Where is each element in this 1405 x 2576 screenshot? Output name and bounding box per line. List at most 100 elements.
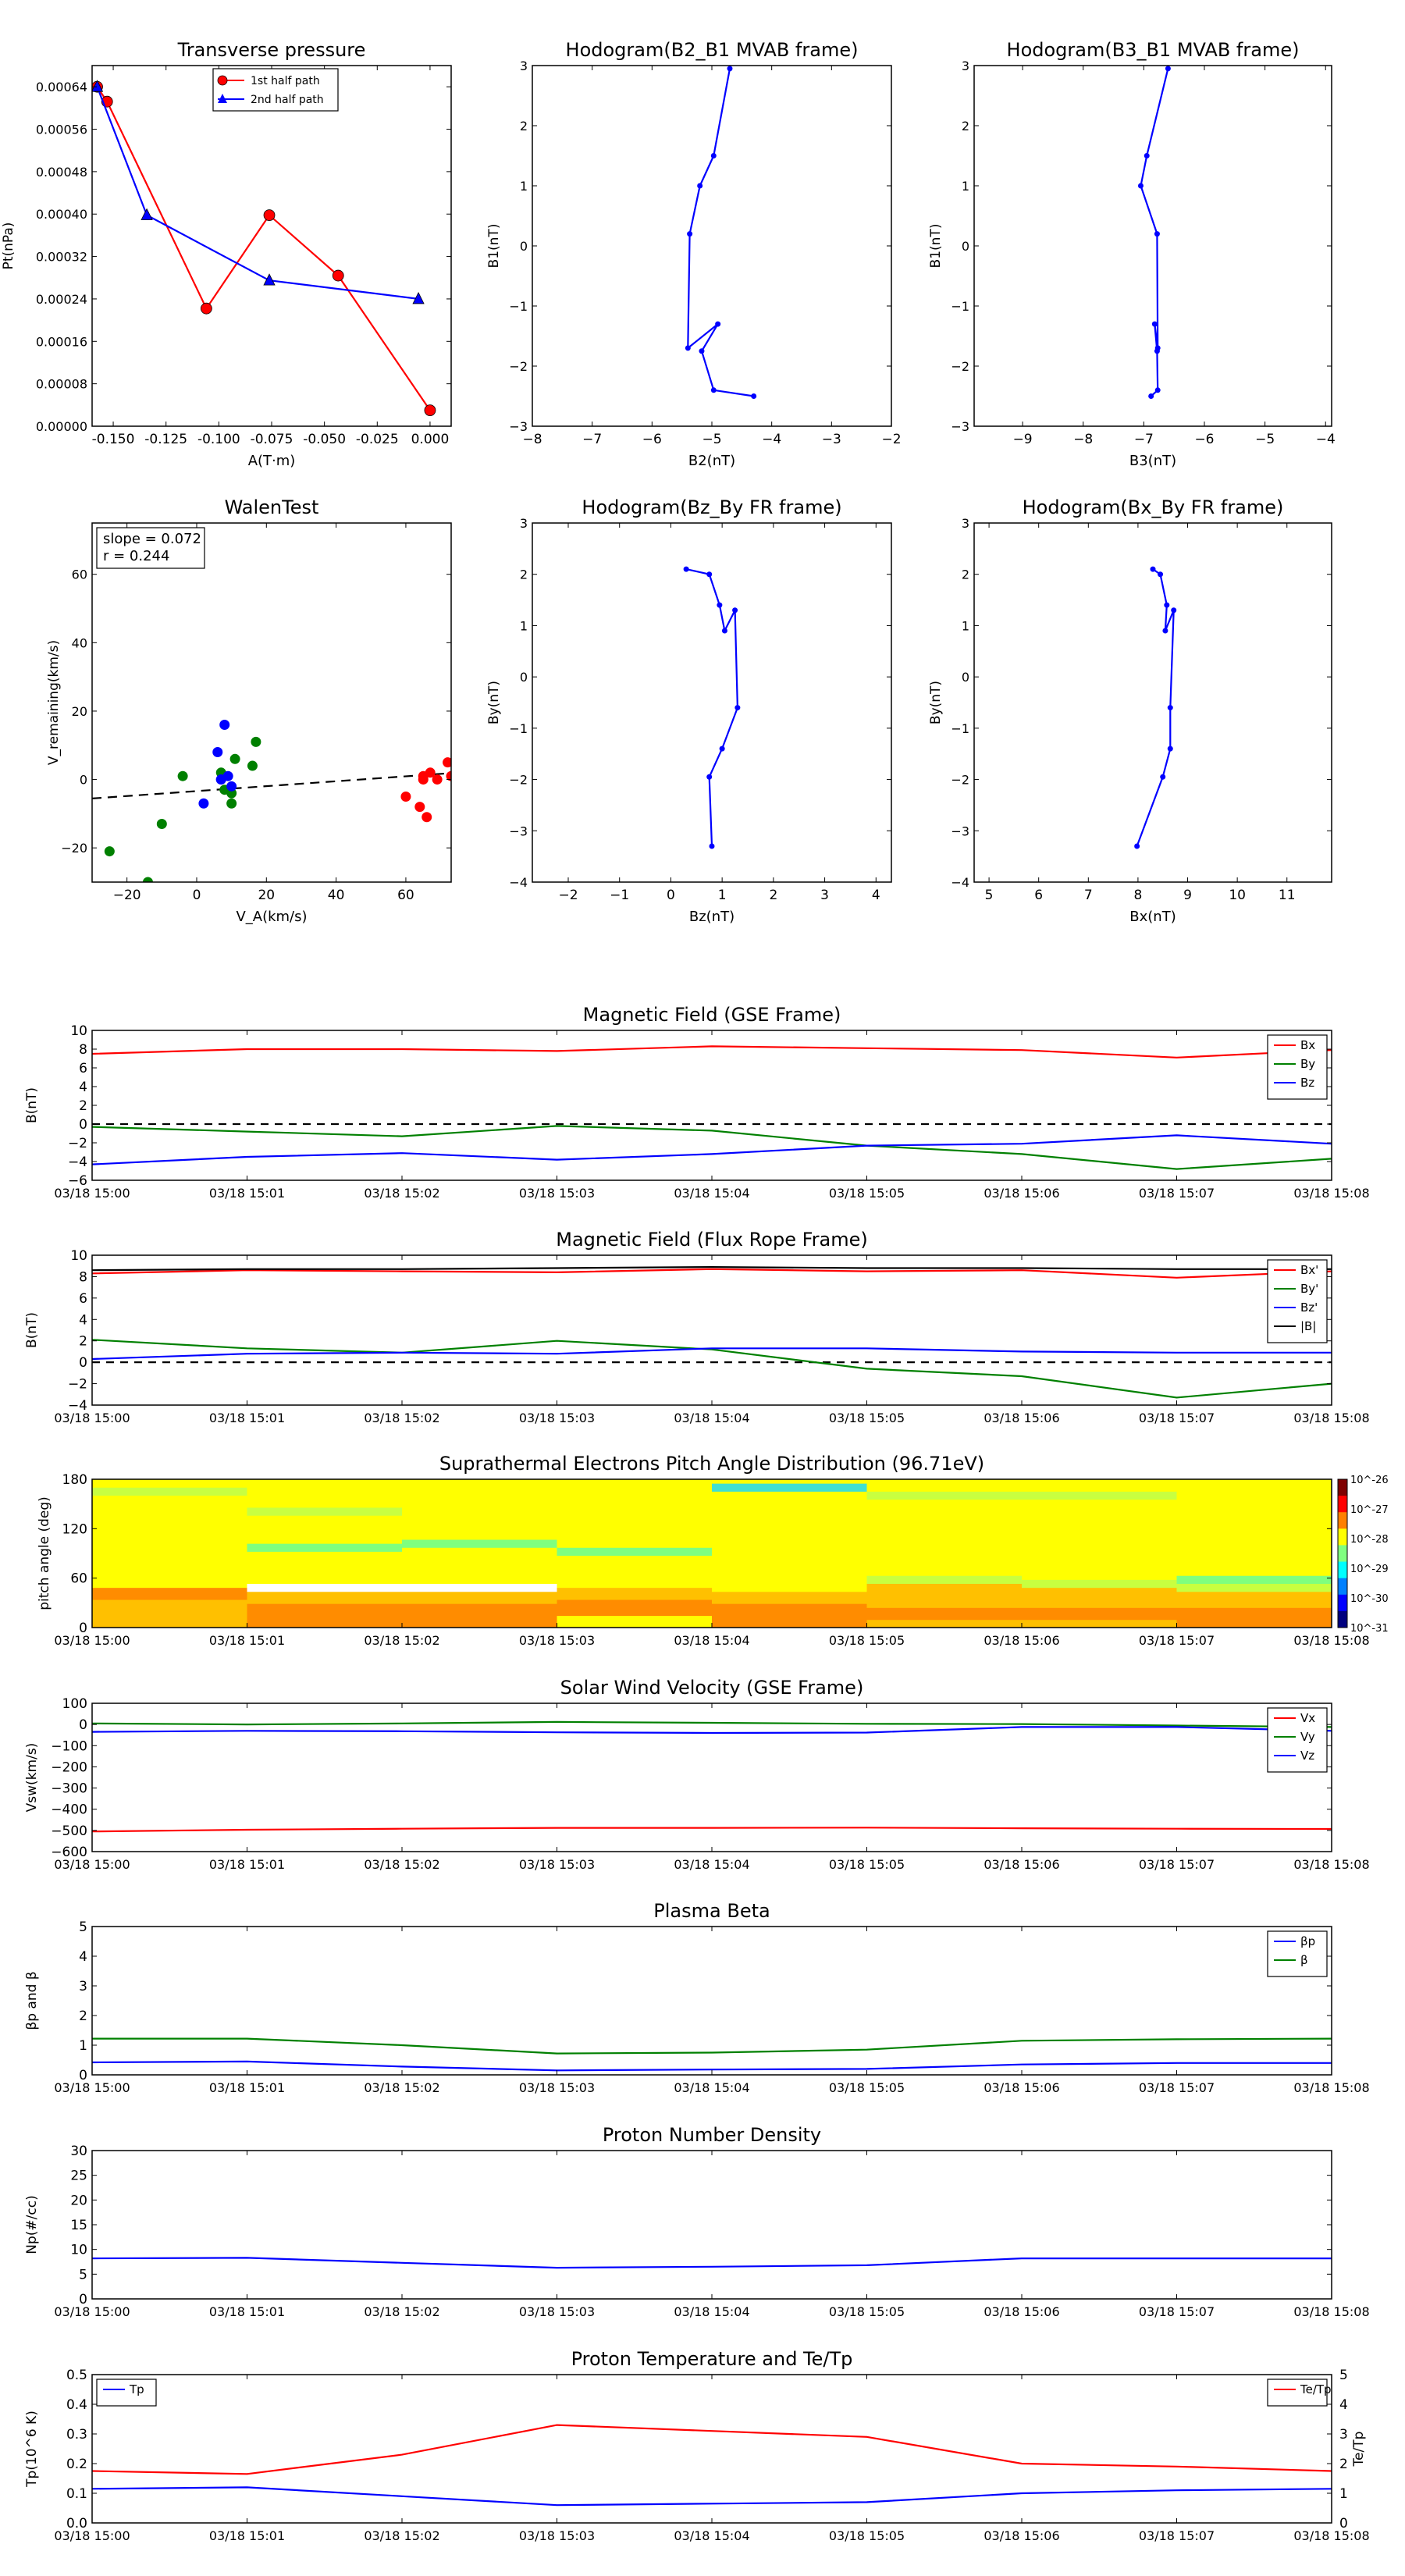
- heatmap-cell: [866, 1503, 1023, 1508]
- heatmap-cell: [1022, 1491, 1177, 1496]
- data-point: [412, 292, 425, 304]
- y-tick-label: 100: [62, 1696, 87, 1712]
- x-tick-label: −4: [762, 432, 781, 447]
- heatmap-cell: [557, 1567, 713, 1572]
- heatmap-cell: [557, 1519, 713, 1524]
- data-layer: [1137, 66, 1171, 399]
- plot-frame: [532, 65, 892, 427]
- heatmap-cell: [247, 1511, 403, 1516]
- x-tick-label: −3: [822, 432, 841, 447]
- data-point: [229, 753, 240, 764]
- data-point: [710, 153, 717, 158]
- x-tick-label: 03/18 15:08: [1293, 1186, 1369, 1201]
- heatmap-cell: [1176, 1523, 1332, 1528]
- heatmap-cell: [557, 1587, 713, 1592]
- x-tick-label: 03/18 15:08: [1293, 1857, 1369, 1872]
- y-tick-label: 20: [72, 704, 87, 719]
- data-point: [200, 302, 212, 315]
- y-axis-label: Vsw(km/s): [24, 1743, 40, 1813]
- x-tick-label: 03/18 15:04: [674, 1633, 749, 1648]
- heatmap-cell: [247, 1495, 403, 1500]
- heatmap-cell: [402, 1587, 557, 1592]
- heatmap-cell: [247, 1483, 403, 1488]
- heatmap-cell: [712, 1619, 867, 1624]
- heatmap-cell: [866, 1483, 1023, 1488]
- heatmap-cell: [1176, 1599, 1332, 1604]
- heatmap-cell: [557, 1615, 713, 1621]
- x-tick-label: 6: [1034, 888, 1043, 903]
- y-tick-label: 2: [79, 2008, 87, 2024]
- colorbar-segment: [1338, 1578, 1347, 1596]
- series-line: [91, 2257, 1332, 2269]
- heatmap-cell: [1176, 1551, 1332, 1557]
- y-axis-label: B1(nT): [486, 224, 502, 269]
- heatmap-cell: [402, 1495, 557, 1500]
- heatmap-cell: [1176, 1611, 1332, 1617]
- chart-title: WalenTest: [225, 496, 319, 518]
- y-tick-label: 25: [70, 2169, 87, 2184]
- x-tick-label: 03/18 15:02: [364, 2528, 439, 2543]
- y-tick-label: −4: [68, 1398, 87, 1414]
- x-axis-label: B2(nT): [688, 453, 735, 469]
- x-tick-label: 03/18 15:00: [54, 1633, 130, 1648]
- heatmap-cell: [1176, 1607, 1332, 1612]
- x-tick-label: 03/18 15:08: [1293, 2304, 1369, 2319]
- legend-label: |B|: [1300, 1319, 1316, 1333]
- x-tick-label: -0.075: [251, 432, 293, 447]
- heatmap-cell: [866, 1487, 1023, 1492]
- heatmap-cell: [557, 1479, 713, 1484]
- heatmap-cell: [557, 1583, 713, 1589]
- x-tick-label: 03/18 15:08: [1293, 1411, 1369, 1425]
- x-tick-label: 40: [328, 888, 345, 903]
- legend-marker: [217, 75, 228, 86]
- heatmap-cell: [712, 1595, 867, 1600]
- x-tick-label: 03/18 15:05: [829, 2304, 905, 2319]
- plot-frame: [91, 1254, 1332, 1406]
- heatmap-cell: [1176, 1591, 1332, 1596]
- y-tick-label-right: 4: [1339, 2397, 1348, 2413]
- heatmap-cell: [866, 1619, 1023, 1624]
- x-tick-label: −9: [1013, 432, 1033, 447]
- heatmap-cell: [1176, 1555, 1332, 1560]
- x-tick-label: −4: [1316, 432, 1336, 447]
- chart-transverse-pressure: Transverse pressure 0.00000 0.00008 0.00016…: [1, 39, 452, 469]
- y-tick-label: 1: [520, 179, 528, 194]
- x-tick-label: 03/18 15:04: [674, 2080, 749, 2095]
- colorbar-segment: [1338, 1479, 1347, 1496]
- colorbar-label: 10^-30: [1350, 1593, 1389, 1605]
- heatmap-cell: [247, 1567, 403, 1572]
- data-point: [1137, 183, 1144, 189]
- heatmap-cell: [1176, 1619, 1332, 1624]
- plot-frame: [91, 2150, 1332, 2300]
- series-line: [91, 1720, 1332, 1728]
- x-tick-label: 03/18 15:05: [829, 2528, 905, 2543]
- heatmap-cell: [247, 1531, 403, 1536]
- heatmap-cell: [1022, 1499, 1177, 1504]
- heatmap-cell: [866, 1523, 1023, 1528]
- x-tick-label: −6: [642, 432, 662, 447]
- heatmap-cell: [247, 1539, 403, 1544]
- heatmap-cell: [402, 1483, 557, 1488]
- heatmap-cell: [712, 1503, 867, 1508]
- y-tick-label: 0.4: [66, 2397, 87, 2413]
- heatmap-cell: [866, 1623, 1023, 1628]
- y-tick-label: −3: [951, 419, 969, 434]
- heatmap-cell: [1022, 1555, 1177, 1560]
- heatmap-cell: [557, 1515, 713, 1520]
- heatmap-cell: [402, 1515, 557, 1520]
- heatmap-cell: [92, 1507, 247, 1512]
- x-axis-label: B3(nT): [1129, 453, 1176, 469]
- chart-proton-temperature: Proton Temperature and Te/Tp 0.0 0.1 0.2 0.3…: [24, 2348, 1370, 2543]
- series-line: [685, 568, 739, 847]
- heatmap-cell: [402, 1479, 557, 1484]
- heatmap-cell: [402, 1503, 557, 1508]
- x-tick-label: 03/18 15:04: [674, 1857, 749, 1872]
- x-tick-label: −8: [522, 432, 542, 447]
- heatmap-cell: [1022, 1515, 1177, 1520]
- heatmap-cell: [92, 1591, 247, 1596]
- data-point: [751, 393, 757, 399]
- heatmap-cell: [247, 1547, 403, 1552]
- heatmap-cell: [1176, 1567, 1332, 1572]
- x-tick-label: 03/18 15:04: [674, 2528, 749, 2543]
- y-tick-label: 0.00040: [36, 207, 87, 222]
